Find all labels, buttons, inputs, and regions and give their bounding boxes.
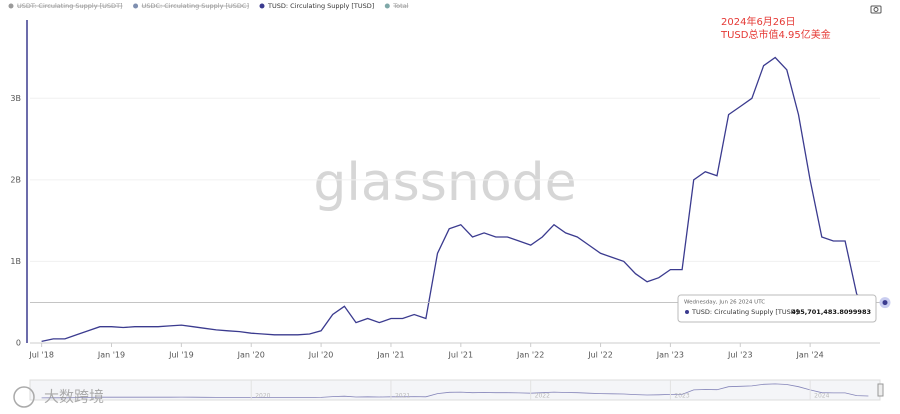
navigator-label: 2022 bbox=[535, 393, 550, 400]
watermark: glassnode bbox=[313, 153, 576, 213]
annotation: TUSD总市值4.95亿美金 bbox=[720, 28, 831, 41]
x-tick-label: Jul '20 bbox=[308, 351, 334, 360]
x-tick-label: Jan '22 bbox=[516, 351, 544, 360]
camera-body bbox=[870, 5, 882, 14]
tooltip-value: 495,701,483.8099983 bbox=[791, 308, 871, 316]
navigator-label: 2020 bbox=[255, 393, 270, 400]
camera-lens bbox=[873, 7, 879, 12]
x-tick-label: Jan '20 bbox=[237, 351, 265, 360]
x-tick-label: Jan '21 bbox=[376, 351, 404, 360]
y-tick-label: 3B bbox=[10, 94, 21, 103]
navigator-line bbox=[41, 383, 869, 399]
tooltip-date: Wednesday, Jun 26 2024 UTC bbox=[684, 300, 765, 306]
navigator-label: 2021 bbox=[395, 393, 410, 400]
navigator-label: 2023 bbox=[674, 393, 689, 400]
x-tick-label: Jan '24 bbox=[796, 351, 824, 360]
legend-swatch[interactable] bbox=[259, 3, 265, 9]
corner-logo bbox=[13, 386, 35, 408]
y-tick-label: 0 bbox=[16, 339, 21, 348]
x-tick-label: Jul '22 bbox=[587, 351, 613, 360]
legend-swatch[interactable] bbox=[384, 3, 390, 9]
x-tick-label: Jul '18 bbox=[28, 351, 54, 360]
navigator-label: 2024 bbox=[814, 393, 829, 400]
legend-label[interactable]: Total bbox=[392, 2, 408, 10]
annotation: 2024年6月26日 bbox=[721, 15, 796, 28]
navigator-handle[interactable] bbox=[877, 383, 884, 397]
x-tick-label: Jan '23 bbox=[656, 351, 684, 360]
tooltip-point bbox=[879, 297, 891, 309]
series-line bbox=[41, 56, 869, 343]
x-tick-label: Jan '19 bbox=[97, 351, 125, 360]
tooltip-box bbox=[677, 294, 877, 323]
x-tick-label: Jul '21 bbox=[448, 351, 474, 360]
legend-swatch[interactable] bbox=[8, 3, 14, 9]
corner-watermark: 大数跨境 bbox=[44, 388, 104, 406]
x-tick-label: Jul '19 bbox=[168, 351, 194, 360]
legend-label[interactable]: USDT: Circulating Supply [USDT] bbox=[17, 2, 123, 10]
legend-label[interactable]: USDC: Circulating Supply [USDC] bbox=[142, 2, 249, 10]
camera-icon[interactable] bbox=[870, 5, 882, 14]
y-tick-label: 1B bbox=[10, 257, 21, 266]
x-tick-label: Jul '23 bbox=[727, 351, 753, 360]
tooltip-swatch bbox=[685, 310, 689, 314]
tooltip-series: TUSD: Circulating Supply [TUSD]: bbox=[691, 308, 800, 316]
y-tick-label: 2B bbox=[10, 175, 21, 184]
legend-label[interactable]: TUSD: Circulating Supply [TUSD] bbox=[267, 2, 374, 10]
legend-swatch[interactable] bbox=[133, 3, 139, 9]
